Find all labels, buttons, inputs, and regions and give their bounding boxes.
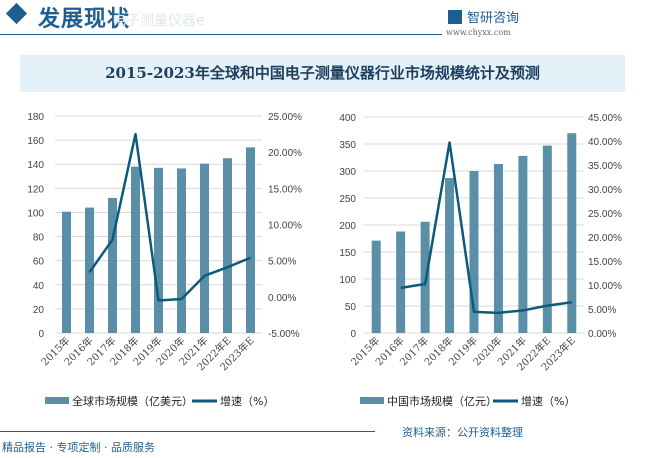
chart-title: 2015-2023年全球和中国电子测量仪器行业市场规模统计及预测: [20, 55, 625, 92]
y2-tick-label: 15.00%: [268, 184, 302, 195]
y-tick-label: 160: [27, 136, 44, 147]
bar: [200, 163, 209, 333]
legend-line-label: 增速（%）: [220, 394, 274, 408]
brand-url: www.chyxx.com: [446, 28, 511, 37]
growth-line: [400, 141, 572, 315]
section-title: 发展现状: [38, 7, 131, 32]
growth-line: [88, 132, 251, 302]
y-tick-label: 350: [339, 140, 356, 151]
bar: [223, 158, 232, 333]
bar: [177, 168, 186, 333]
y2-tick-label: 40.00%: [588, 137, 622, 148]
section-subtitle-ghost: 电子测量仪器e: [112, 13, 205, 29]
y2-tick-label: 25.00%: [588, 209, 622, 220]
y-tick-label: 20: [33, 305, 45, 316]
y2-tick-label: 0.00%: [268, 293, 296, 304]
y2-tick-label: 10.00%: [268, 221, 302, 232]
bar: [62, 211, 71, 333]
bar: [246, 147, 255, 333]
y-tick-label: 80: [33, 233, 45, 244]
y-tick-label: 40: [33, 281, 45, 292]
y2-tick-label: -5.00%: [268, 329, 300, 340]
y2-tick-label: 20.00%: [588, 233, 622, 244]
header-divider: [0, 34, 442, 35]
bar: [371, 240, 381, 333]
y2-tick-label: 25.00%: [268, 112, 302, 123]
y-tick-label: 140: [27, 160, 44, 171]
legend-bar-label: 中国市场规模（亿元）: [387, 394, 497, 408]
source-note: 资料来源：公开资料整理: [402, 426, 523, 439]
bar: [131, 166, 140, 333]
bar: [493, 163, 503, 333]
footer-divider: [0, 431, 375, 432]
y2-tick-label: 35.00%: [588, 161, 622, 172]
y-tick-label: 60: [33, 257, 45, 268]
bar: [542, 145, 552, 333]
brand-logo: 智研咨询: [448, 7, 519, 26]
y2-tick-label: 45.00%: [588, 113, 622, 124]
y2-tick-label: 20.00%: [268, 148, 302, 159]
y-tick-label: 300: [339, 167, 356, 178]
bar: [445, 178, 455, 333]
y-tick-label: 50: [345, 302, 357, 313]
bar: [108, 197, 117, 333]
legend-line-label: 增速（%）: [521, 394, 575, 408]
bar: [567, 133, 577, 333]
y2-tick-label: 30.00%: [588, 185, 622, 196]
y-tick-label: 250: [339, 194, 356, 205]
bar: [154, 167, 163, 333]
y2-tick-label: 5.00%: [588, 305, 616, 316]
y-tick-label: 180: [27, 112, 44, 123]
y-tick-label: 150: [339, 248, 356, 259]
legend-bar-swatch: [45, 397, 69, 404]
legend-bar-swatch: [360, 397, 384, 404]
bar: [396, 231, 406, 333]
bar: [518, 155, 528, 333]
y-tick-label: 0: [350, 329, 356, 340]
y-tick-label: 200: [339, 221, 356, 232]
y-tick-label: 120: [27, 184, 44, 195]
legend-bar-label: 全球市场规模（亿美元）: [72, 394, 193, 408]
y-tick-label: 400: [339, 113, 356, 124]
y2-tick-label: 15.00%: [588, 257, 622, 268]
y-tick-label: 0: [38, 329, 44, 340]
y-tick-label: 100: [27, 208, 44, 219]
y2-tick-label: 10.00%: [588, 281, 622, 292]
logo-text: 智研咨询: [467, 11, 520, 26]
y2-tick-label: 0.00%: [588, 329, 616, 340]
logo-icon: [448, 10, 462, 24]
y-tick-label: 100: [339, 275, 356, 286]
bar: [469, 171, 479, 333]
y2-tick-label: 5.00%: [268, 257, 296, 268]
footer-slogan: 精品报告 · 专项定制 · 品质服务: [2, 441, 155, 454]
